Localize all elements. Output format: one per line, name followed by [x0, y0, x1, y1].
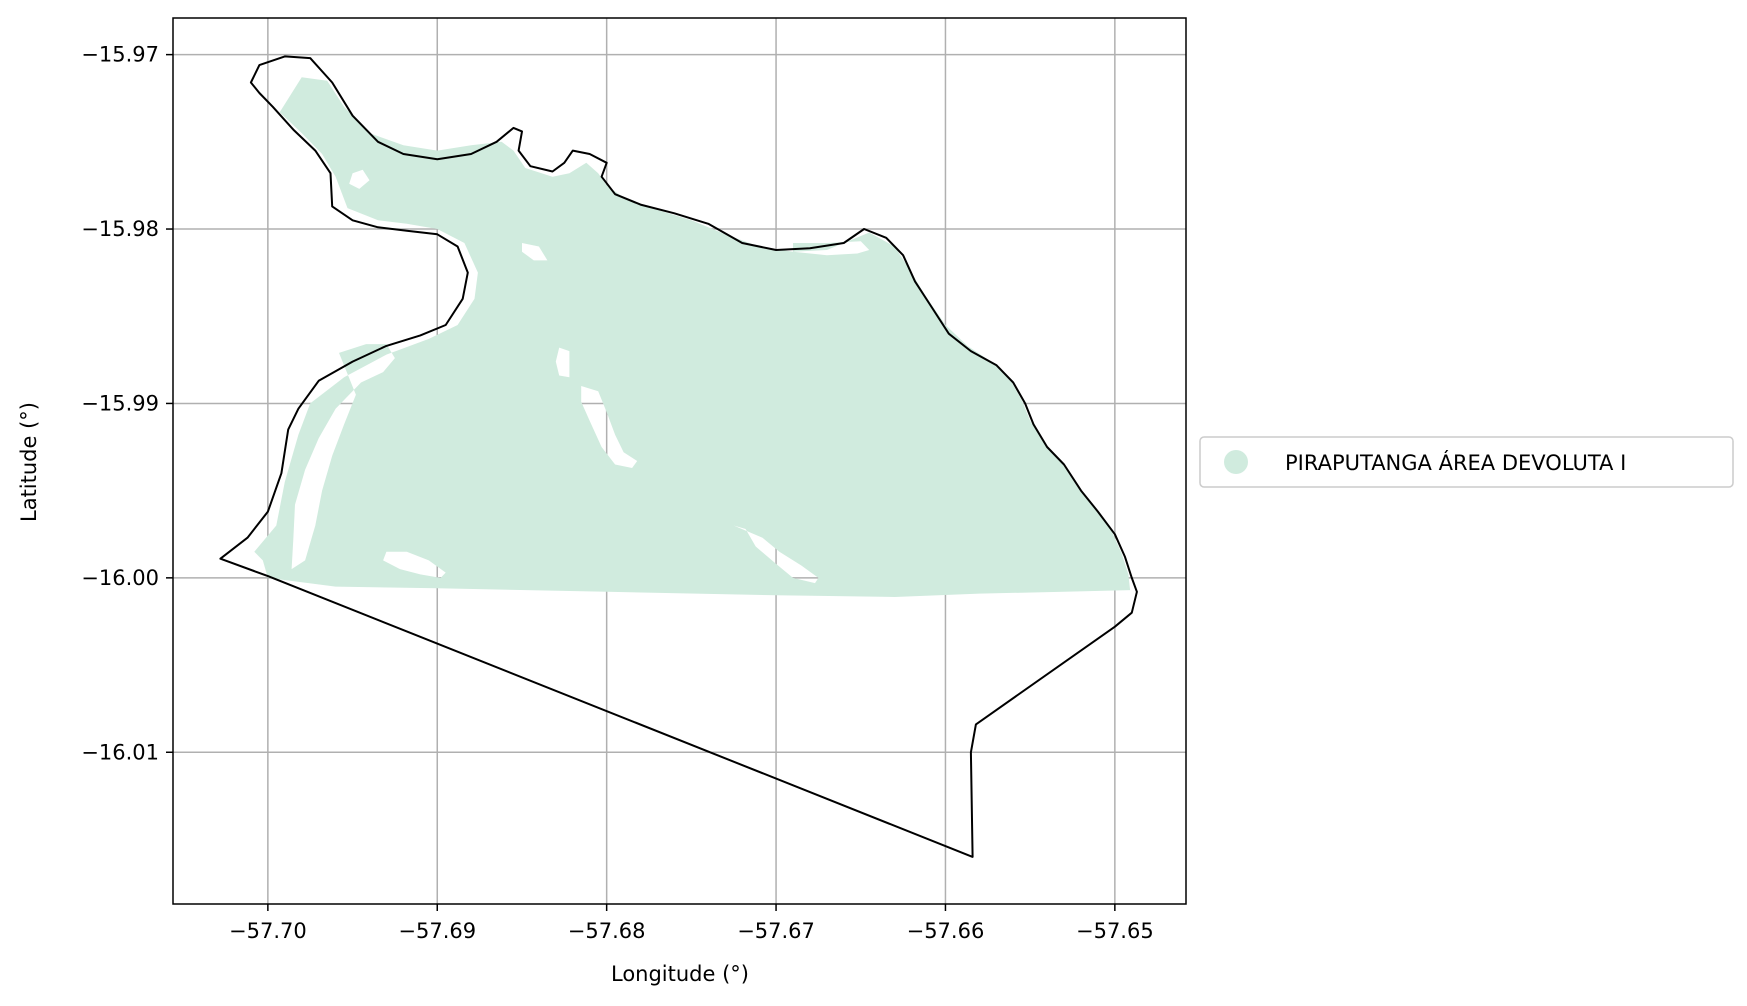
y-tick-label-1: −15.98: [81, 217, 159, 241]
legend: PIRAPUTANGA ÁREA DEVOLUTA I: [1199, 436, 1734, 488]
plot-content: [173, 18, 1186, 904]
y-axis-label: Latitude (°): [17, 402, 41, 522]
area-fill-region: [254, 77, 1131, 598]
x-axis-label: Longitude (°): [611, 962, 749, 986]
plot-frame: [172, 17, 1187, 905]
y-axis-ticks: −15.97 −15.98 −15.99 −16.00 −16.01: [81, 43, 173, 764]
y-tick-label-0: −15.97: [81, 43, 159, 67]
x-tick-label-1: −57.69: [398, 919, 476, 943]
x-tick-label-3: −57.67: [737, 919, 815, 943]
y-tick-label-4: −16.01: [81, 740, 159, 764]
area-boundary: [219, 55, 1138, 858]
x-tick-label-5: −57.65: [1076, 919, 1154, 943]
x-tick-label-0: −57.70: [229, 919, 307, 943]
x-axis-ticks: −57.70 −57.69 −57.68 −57.67 −57.66 −57.65: [229, 904, 1154, 943]
y-tick-label-2: −15.99: [81, 391, 159, 415]
x-tick-label-4: −57.66: [907, 919, 985, 943]
legend-marker: [1224, 450, 1248, 474]
x-tick-label-2: −57.68: [568, 919, 646, 943]
legend-label: PIRAPUTANGA ÁREA DEVOLUTA I: [1285, 450, 1626, 475]
y-tick-label-3: −16.00: [81, 566, 159, 590]
legend-frame: [1199, 436, 1734, 488]
